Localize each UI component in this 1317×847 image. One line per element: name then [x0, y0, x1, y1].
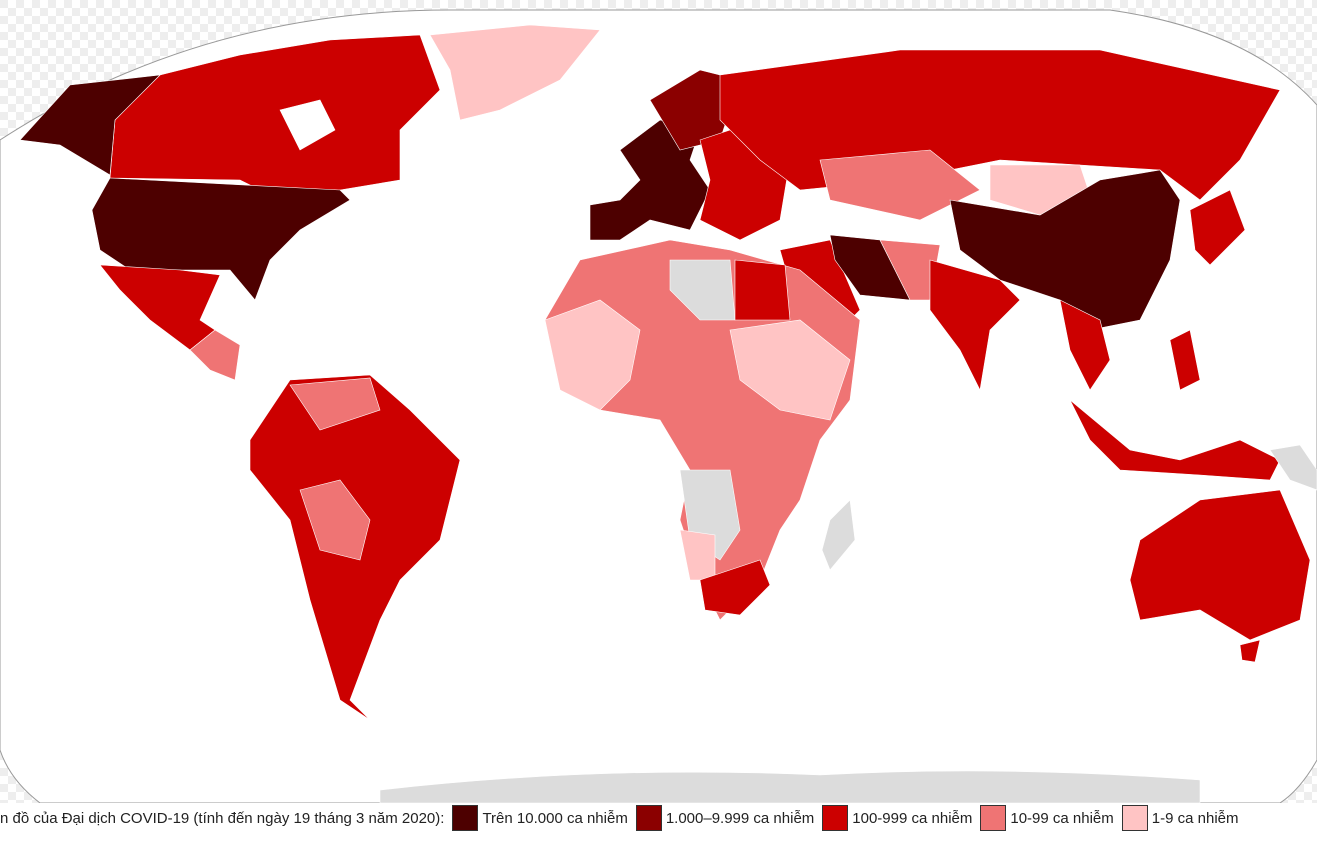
- antarctica: [379, 770, 1201, 803]
- indonesia: [1069, 399, 1281, 481]
- egypt: [734, 259, 791, 321]
- kazakhstan: [819, 149, 981, 221]
- countries: [19, 24, 1317, 803]
- iran: [829, 234, 911, 301]
- legend-swatch: [980, 805, 1007, 831]
- hudson-bay: [279, 99, 336, 151]
- bolivia: [299, 479, 371, 561]
- australia: [1129, 489, 1311, 641]
- legend-swatch: [1121, 805, 1148, 831]
- alaska: [19, 74, 161, 176]
- legend: n đồ của Đại dịch COVID-19 (tính đến ngà…: [0, 803, 1317, 833]
- china: [949, 169, 1181, 331]
- tasmania: [1239, 639, 1261, 663]
- central-america: [189, 329, 241, 381]
- legend-label: 1-9 ca nhiễm: [1151, 809, 1239, 827]
- papua: [1269, 444, 1317, 491]
- west-africa: [544, 299, 641, 411]
- legend-caption: n đồ của Đại dịch COVID-19 (tính đến ngà…: [0, 809, 445, 827]
- world-map: [0, 0, 1317, 803]
- legend-swatch: [822, 805, 849, 831]
- india: [929, 259, 1021, 391]
- legend-label: 1.000–9.999 ca nhiễm: [665, 809, 815, 827]
- legend-label: Trên 10.000 ca nhiễm: [482, 809, 628, 827]
- greenland: [429, 24, 601, 121]
- legend-label: 10-99 ca nhiễm: [1010, 809, 1114, 827]
- south-africa: [699, 559, 771, 616]
- japan-korea: [1189, 189, 1246, 266]
- venezuela: [289, 377, 381, 431]
- legend-label: 100-999 ca nhiễm: [852, 809, 973, 827]
- southeast-asia: [1059, 299, 1111, 391]
- philippines: [1169, 329, 1201, 391]
- legend-swatch: [452, 805, 479, 831]
- madagascar: [821, 499, 856, 571]
- east-africa: [729, 319, 851, 421]
- legend-swatch: [635, 805, 662, 831]
- libya: [669, 259, 736, 321]
- canada: [109, 34, 441, 201]
